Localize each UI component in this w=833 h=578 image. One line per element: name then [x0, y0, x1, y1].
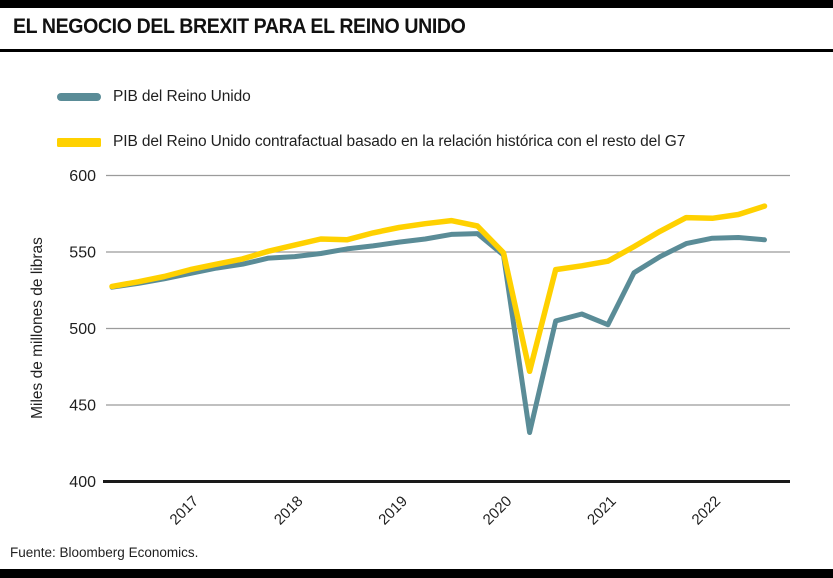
y-tick-label: 500 [69, 321, 96, 338]
x-tick-label: 2017 [167, 493, 203, 529]
top-black-bar [0, 0, 833, 8]
x-axis-tick-labels: 2017 2018 2019 2020 2021 2022 [167, 493, 725, 529]
counterfactual-line-swatch [57, 137, 101, 147]
data-series [109, 203, 768, 435]
legend-item-gdp: PIB del Reino Unido [57, 84, 817, 110]
y-axis-tick-labels: 400 450 500 550 600 [69, 168, 96, 491]
legend: PIB del Reino Unido PIB del Reino Unido … [57, 84, 817, 174]
x-tick-label: 2018 [271, 493, 307, 529]
legend-label-counterfactual: PIB del Reino Unido contrafactual basado… [113, 133, 686, 150]
x-tick-label: 2020 [480, 493, 516, 529]
chart-title: EL NEGOCIO DEL BREXIT PARA EL REINO UNID… [13, 15, 466, 38]
y-tick-label: 450 [69, 398, 96, 415]
gridlines [103, 174, 790, 483]
y-tick-label: 600 [69, 168, 96, 185]
y-axis-title: Miles de millones de libras [29, 237, 46, 419]
bottom-black-bar [0, 569, 833, 578]
source-note: Fuente: Bloomberg Economics. [10, 545, 199, 560]
y-tick-label: 550 [69, 245, 96, 262]
x-tick-label: 2022 [689, 493, 725, 529]
gdp-line-swatch [57, 93, 101, 101]
gdp-line [109, 231, 767, 435]
y-tick-label: 400 [69, 474, 96, 491]
x-tick-label: 2021 [584, 493, 620, 529]
x-tick-label: 2019 [375, 493, 411, 529]
counterfactual-line [109, 203, 768, 375]
title-divider [0, 49, 833, 52]
legend-label-gdp: PIB del Reino Unido [113, 88, 251, 105]
legend-item-counterfactual: PIB del Reino Unido contrafactual basado… [57, 129, 817, 155]
